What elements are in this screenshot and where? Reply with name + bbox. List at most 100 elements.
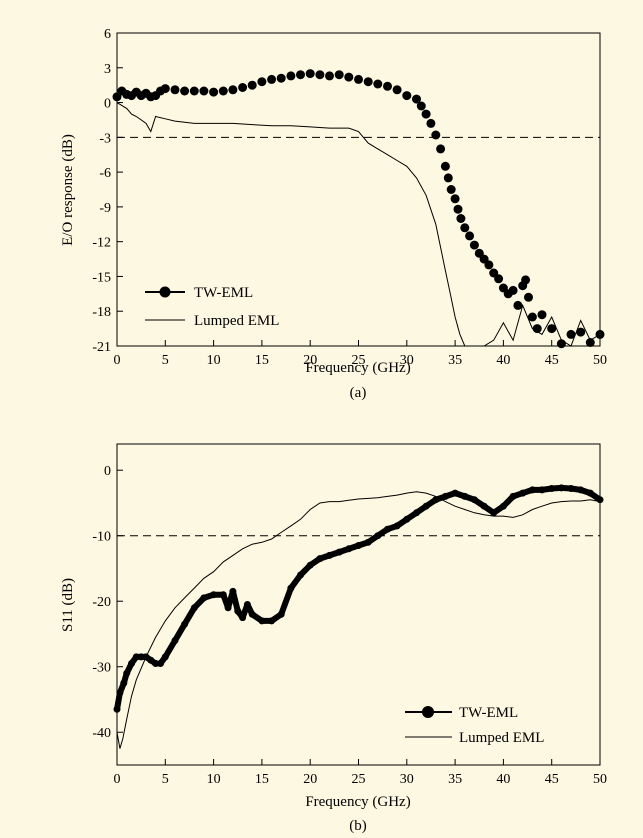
series-tw-eml-point: [364, 538, 372, 546]
x-tick-label: 40: [496, 353, 510, 368]
series-tw-eml-point: [209, 87, 219, 97]
series-tw-eml-point: [453, 204, 463, 214]
series-tw-eml-point: [190, 604, 198, 612]
series-tw-eml-point: [116, 689, 124, 697]
series-tw-eml-point: [355, 542, 362, 549]
series-tw-eml-point: [229, 587, 237, 595]
y-tick-label: -30: [92, 661, 111, 676]
series-tw-eml-point: [538, 486, 546, 494]
series-tw-eml-point: [461, 492, 469, 500]
panel-b-data-area: [113, 484, 604, 749]
series-tw-eml-point: [469, 240, 479, 250]
series-tw-eml-point: [412, 94, 421, 104]
x-tick-label: 45: [545, 772, 559, 787]
series-tw-eml-point: [586, 489, 594, 497]
series-tw-eml-point: [595, 329, 605, 339]
series-tw-eml-point: [326, 551, 333, 559]
series-tw-eml-point: [286, 71, 296, 81]
y-tick-label: -6: [99, 166, 111, 181]
x-tick-label: 5: [162, 772, 169, 787]
legend-lumped-eml-label: Lumped EML: [194, 313, 279, 329]
series-tw-eml-point: [344, 72, 354, 82]
series-tw-eml-point: [234, 607, 242, 615]
series-tw-eml-point: [577, 486, 585, 494]
series-tw-eml-point: [238, 83, 248, 92]
x-tick-label: 30: [400, 772, 414, 787]
series-tw-eml-point: [521, 275, 531, 285]
y-tick-label: -40: [92, 726, 111, 741]
series-tw-eml-point: [480, 502, 488, 510]
series-tw-eml-point: [513, 300, 523, 310]
x-tick-label: 35: [448, 772, 462, 787]
series-tw-eml-point: [374, 532, 382, 540]
series-tw-eml-point: [422, 502, 430, 510]
series-tw-eml-point: [335, 548, 343, 556]
series-tw-eml-point: [557, 484, 565, 492]
series-tw-eml-point: [276, 73, 286, 83]
series-tw-eml-point: [200, 594, 208, 602]
legend-tw-eml-label: TW-EML: [459, 705, 518, 721]
series-tw-eml-point: [157, 660, 164, 667]
series-tw-eml-point: [508, 285, 518, 295]
y-tick-label: 6: [104, 27, 111, 42]
series-tw-eml-point: [585, 338, 595, 347]
x-tick-label: 35: [448, 353, 462, 368]
series-tw-eml-point: [277, 610, 285, 618]
panel-a-y-axis: 6 3 0 -3 -6 -9 -12 -15 -18 -21: [92, 27, 123, 355]
legend-tw-eml-marker: [159, 286, 171, 298]
series-tw-eml-point: [413, 509, 420, 517]
series-tw-eml-point: [470, 496, 478, 504]
series-tw-eml-point: [123, 669, 131, 677]
x-tick-label: 10: [207, 772, 221, 787]
series-tw-eml-point: [296, 70, 305, 80]
x-tick-label: 15: [255, 353, 269, 368]
series-tw-eml-point: [509, 492, 517, 500]
series-tw-eml-point: [305, 69, 315, 79]
x-tick-label: 0: [114, 772, 121, 787]
series-tw-eml-point: [393, 522, 401, 530]
y-tick-label: 0: [104, 97, 111, 112]
series-tw-eml-point: [287, 584, 295, 592]
series-tw-eml-point: [132, 653, 140, 661]
series-tw-eml-point: [137, 653, 145, 661]
series-tw-eml-point: [297, 571, 304, 579]
series-tw-eml-point: [556, 339, 566, 349]
series-tw-eml-point: [576, 327, 586, 337]
series-tw-eml-point: [537, 310, 547, 320]
x-tick-label: 0: [114, 353, 121, 368]
y-tick-label: -3: [99, 131, 111, 146]
series-tw-eml-point: [315, 70, 325, 80]
series-tw-eml-point: [460, 223, 470, 233]
x-tick-label: 20: [303, 353, 317, 368]
series-tw-eml-point: [325, 71, 334, 81]
panel-b-caption: (b): [349, 818, 367, 834]
series-tw-eml-point: [383, 81, 392, 91]
series-tw-eml-point: [345, 545, 353, 553]
x-tick-label: 25: [352, 772, 366, 787]
series-tw-eml-point: [567, 485, 575, 492]
x-tick-label: 10: [207, 353, 221, 368]
y-tick-label: -21: [92, 340, 111, 355]
x-tick-label: 25: [352, 353, 366, 368]
x-tick-label: 15: [255, 772, 269, 787]
y-tick-label: 0: [104, 464, 111, 479]
series-tw-eml-point: [432, 496, 440, 504]
legend-tw-eml-marker: [422, 706, 434, 718]
y-tick-label: -20: [92, 595, 111, 610]
legend-tw-eml-label: TW-EML: [194, 285, 253, 301]
series-tw-eml-point: [456, 214, 466, 223]
series-tw-eml-point: [228, 85, 238, 95]
series-tw-eml-point: [210, 591, 218, 599]
series-tw-eml-point: [243, 601, 251, 608]
series-tw-eml-point: [160, 84, 170, 94]
series-tw-eml-point: [239, 614, 247, 622]
y-tick-label: 3: [104, 62, 111, 77]
series-tw-eml-point: [218, 86, 228, 96]
x-tick-label: 30: [400, 353, 414, 368]
series-tw-eml-point: [596, 496, 604, 504]
series-tw-eml-point: [181, 620, 189, 628]
series-tw-eml-point: [171, 637, 179, 644]
panel-b-x-axis-title: Frequency (GHz): [305, 794, 410, 810]
